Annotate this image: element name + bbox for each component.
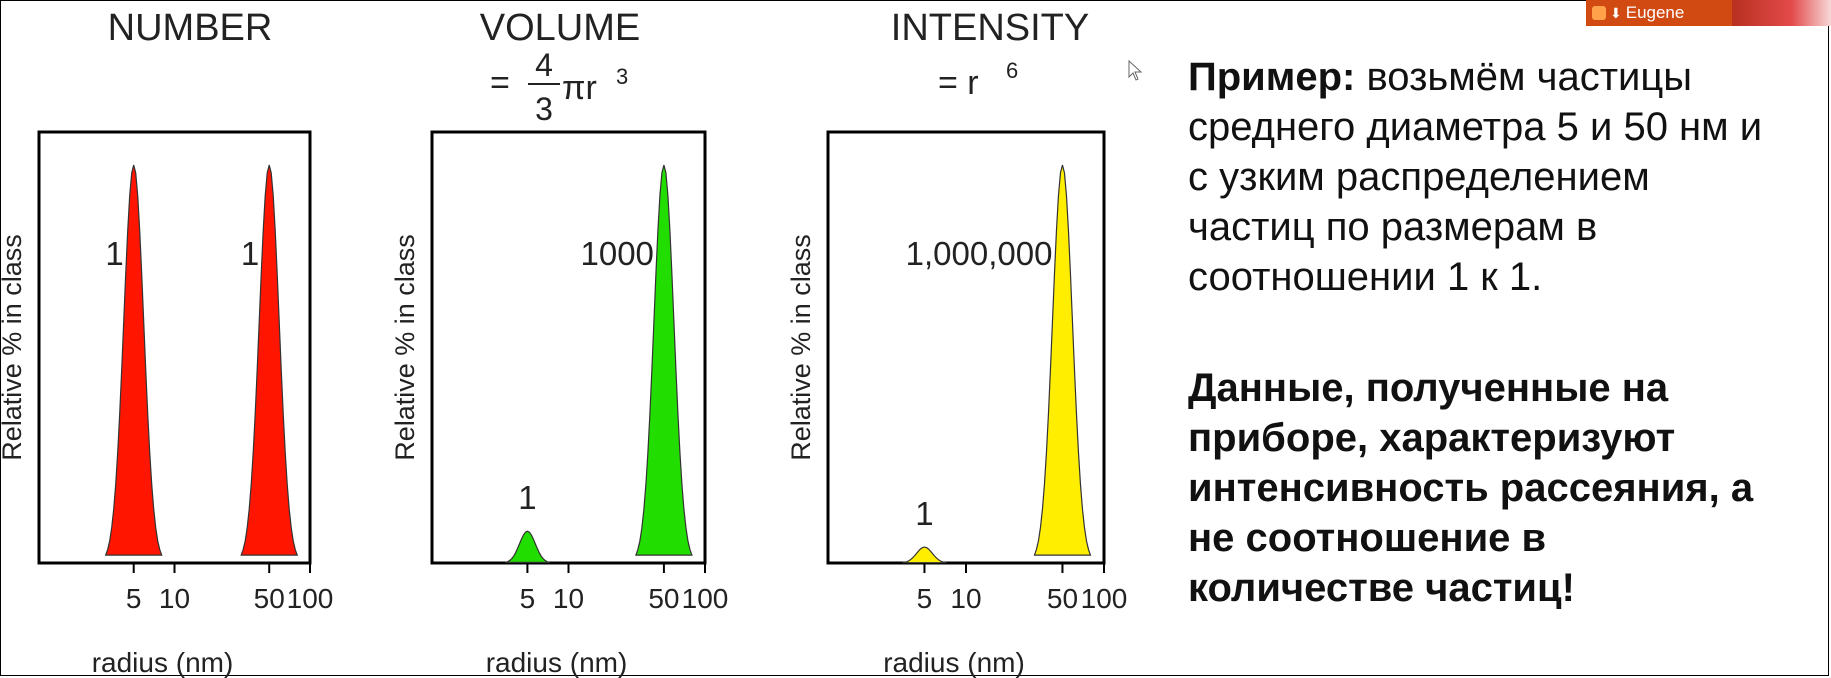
peak-label: 1 xyxy=(241,235,259,272)
formula-exponent: 3 xyxy=(616,64,628,89)
chart-title: INTENSITY xyxy=(891,7,1089,49)
mouse-pointer-icon xyxy=(1128,60,1143,81)
formula-equals: = xyxy=(490,64,510,102)
conclusion-line-2: приборе, характеризуют xyxy=(1188,416,1676,460)
conclusion-line-5: количестве частиц! xyxy=(1188,566,1575,610)
distribution-peak xyxy=(902,546,947,564)
peak-label: 1 xyxy=(518,479,536,516)
video-thumbnail xyxy=(1732,0,1831,26)
chart-title: VOLUME xyxy=(480,7,640,49)
x-tick-label: 10 xyxy=(553,583,584,614)
y-axis-label: Relative % in class xyxy=(390,234,420,461)
distribution-peak xyxy=(240,164,299,556)
distribution-peak xyxy=(1033,164,1092,556)
x-tick-label: 50 xyxy=(254,583,285,614)
example-line-5: соотношении 1 к 1. xyxy=(1188,255,1543,299)
distribution-peak xyxy=(505,530,550,563)
x-tick-label: 5 xyxy=(917,583,933,614)
formula-numerator: 4 xyxy=(535,47,553,83)
conclusion-line-4: не соотношение в xyxy=(1188,516,1547,560)
peak-label: 1,000,000 xyxy=(906,235,1053,272)
formula-pi-r: πr xyxy=(562,69,597,107)
x-axis-label: radius (nm) xyxy=(486,647,628,678)
conclusion-line-1: Данные, полученные на xyxy=(1188,366,1669,410)
example-line-3: с узким распределением xyxy=(1188,155,1650,199)
example-paragraph: Пример: возьмём частицы среднего диаметр… xyxy=(1188,52,1818,302)
x-tick-label: 5 xyxy=(520,583,536,614)
example-line-4: частиц по размерам в xyxy=(1188,205,1598,249)
x-tick-label: 100 xyxy=(287,583,334,614)
peak-label: 1 xyxy=(915,495,933,532)
x-tick-label: 50 xyxy=(1047,583,1078,614)
x-tick-label: 50 xyxy=(648,583,679,614)
x-tick-label: 100 xyxy=(1081,583,1128,614)
chart-title: NUMBER xyxy=(108,7,273,49)
x-tick-label: 5 xyxy=(126,583,142,614)
formula-r: = r xyxy=(938,64,979,102)
x-axis-label: radius (nm) xyxy=(883,647,1025,678)
y-axis-label: Relative % in class xyxy=(0,234,27,461)
distribution-peak xyxy=(104,164,163,556)
conclusion-paragraph: Данные, полученные на приборе, характери… xyxy=(1188,363,1818,613)
presenter-badge[interactable]: ⬇ Eugene xyxy=(1586,0,1732,26)
example-line-2: среднего диаметра 5 и 50 нм и xyxy=(1188,105,1763,149)
x-axis-label: radius (nm) xyxy=(92,647,234,678)
example-line-1: Пример: возьмём частицы xyxy=(1188,52,1818,102)
peak-label: 1 xyxy=(105,235,123,272)
formula-denominator: 3 xyxy=(535,91,553,127)
distribution-peak xyxy=(635,164,693,556)
y-axis-label: Relative % in class xyxy=(786,234,816,461)
x-tick-label: 100 xyxy=(682,583,729,614)
user-icon xyxy=(1592,6,1606,20)
conclusion-line-3: интенсивность рассеяния, а xyxy=(1188,466,1754,510)
formula-exponent: 6 xyxy=(1006,58,1018,83)
microphone-icon: ⬇ xyxy=(1610,4,1622,21)
presenter-name: Eugene xyxy=(1625,3,1685,22)
example-label: Пример: xyxy=(1188,55,1356,99)
example-line-1-text: возьмём частицы xyxy=(1355,55,1693,99)
peak-label: 1000 xyxy=(580,235,653,272)
x-tick-label: 10 xyxy=(159,583,190,614)
x-tick-label: 10 xyxy=(950,583,981,614)
